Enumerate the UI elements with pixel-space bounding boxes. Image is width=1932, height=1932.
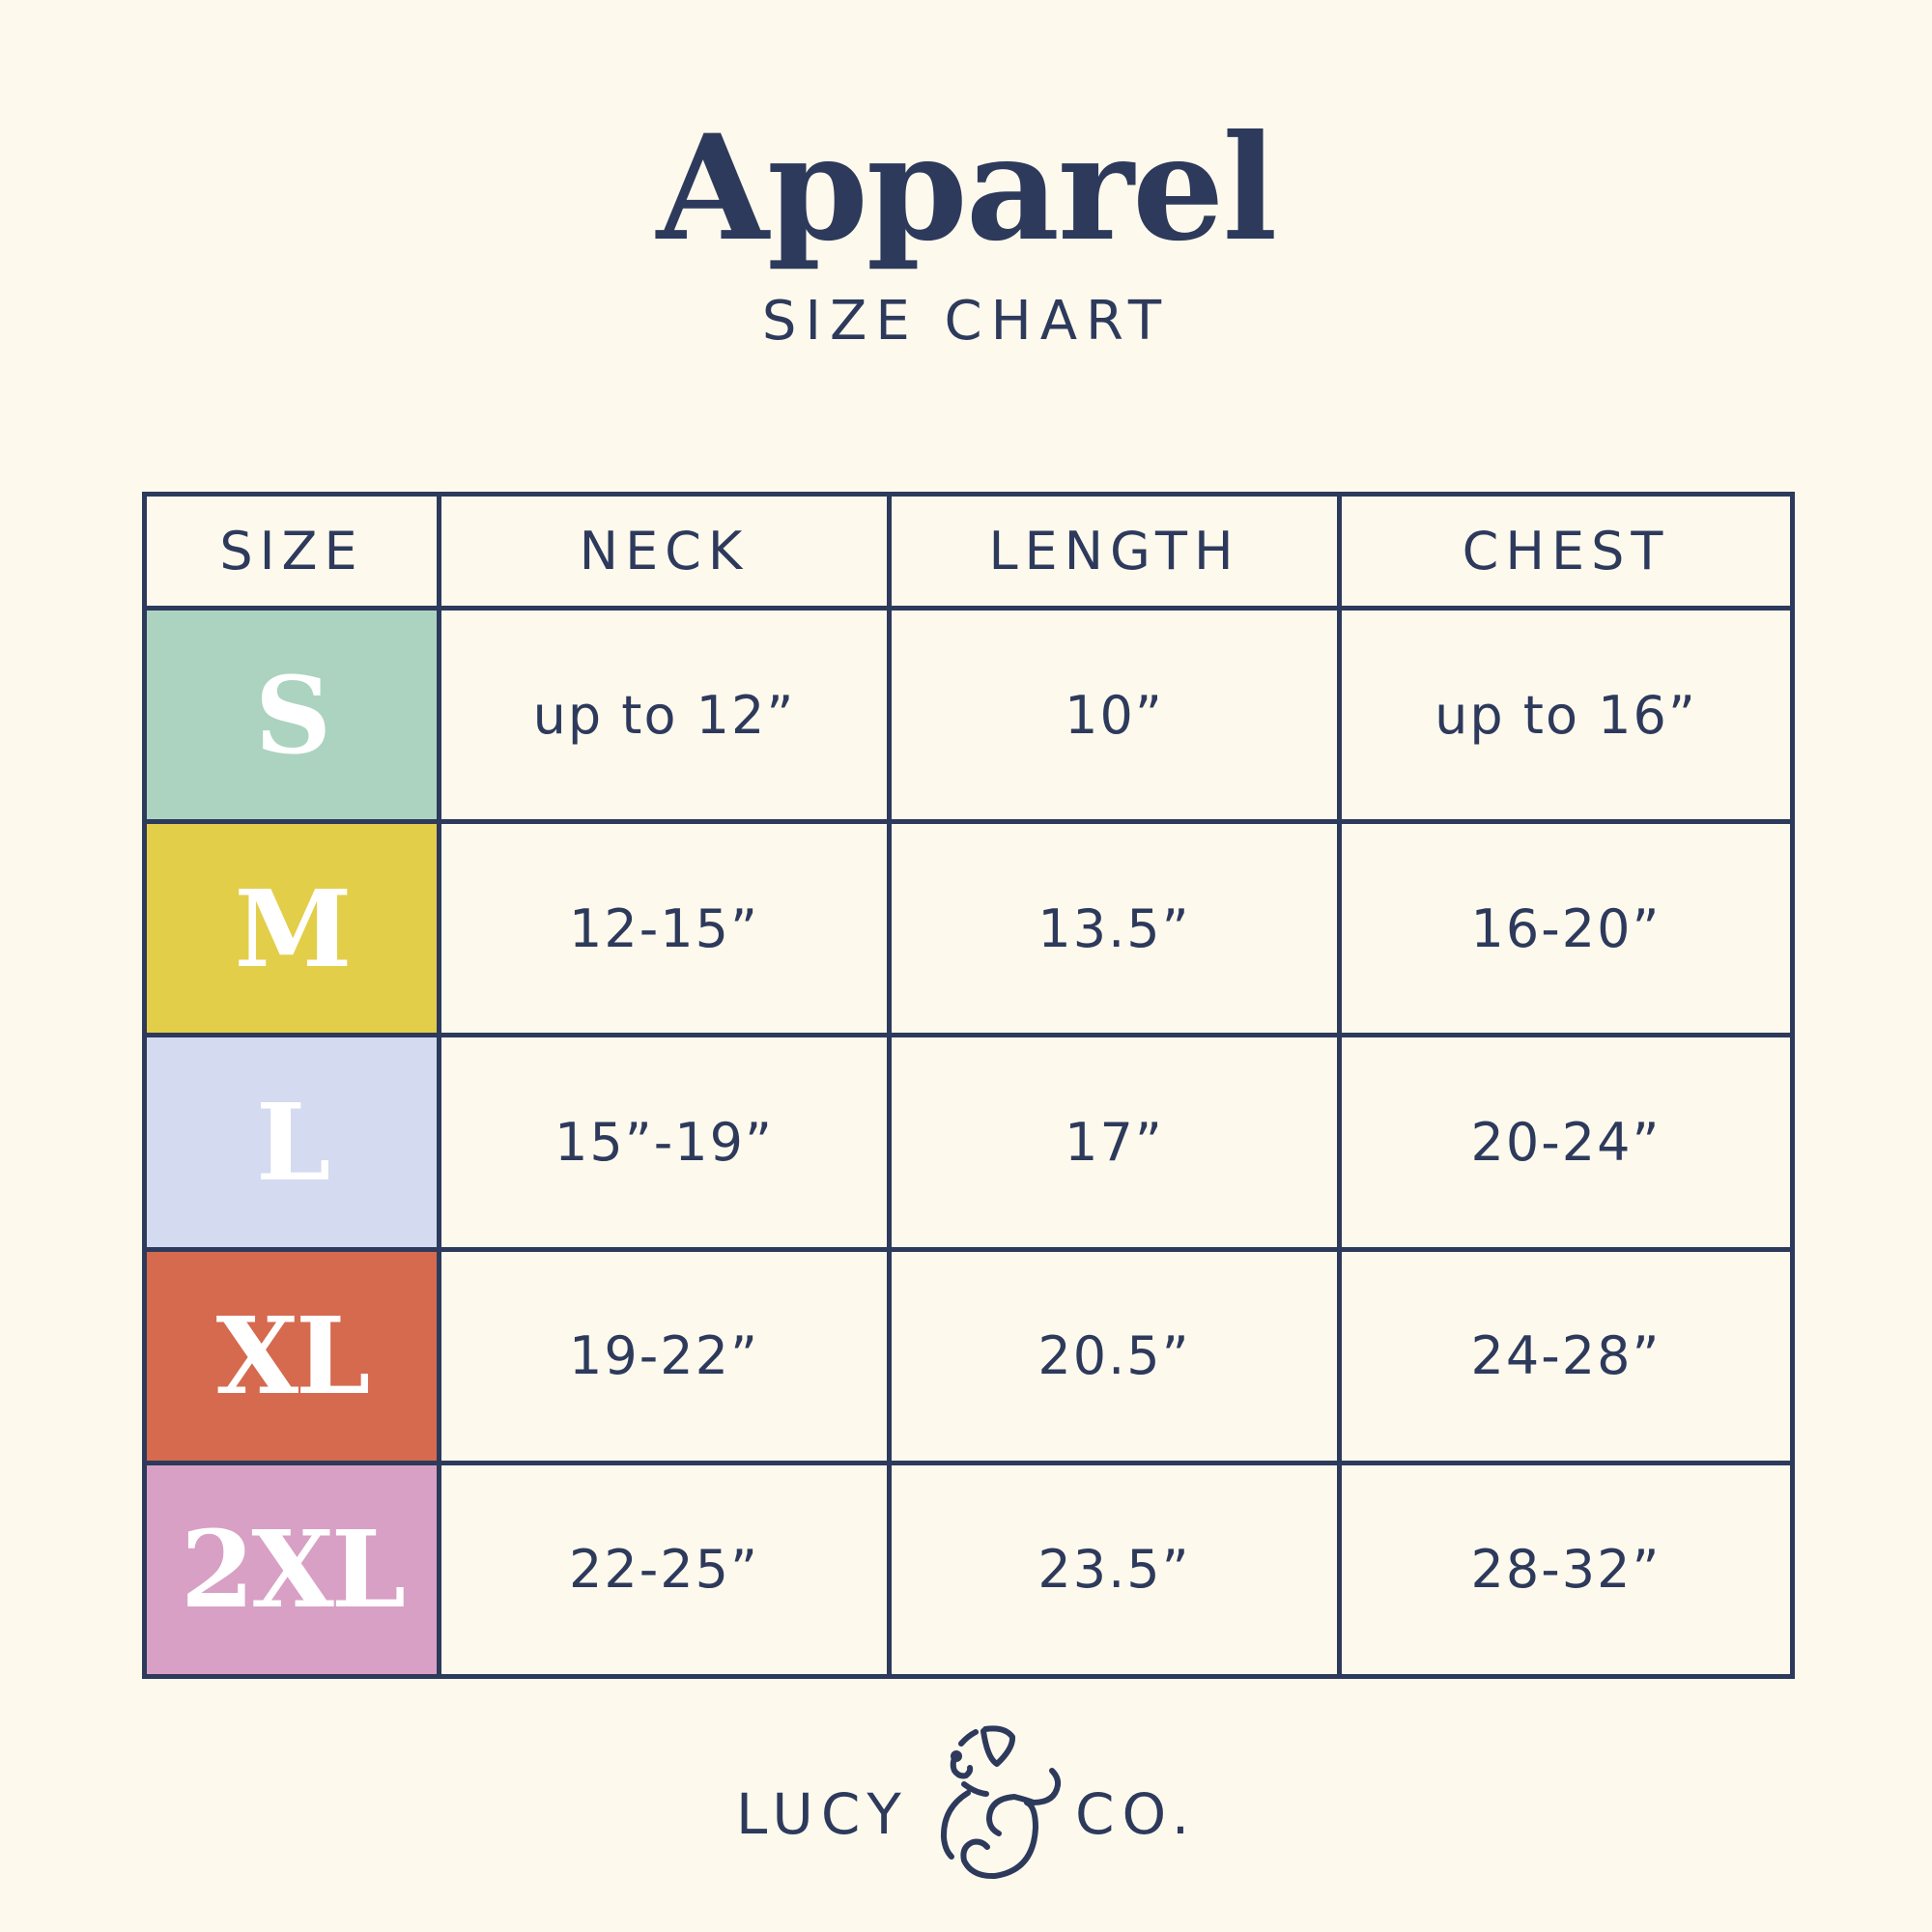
size-cell: 2XL	[142, 1460, 441, 1680]
length-cell: 13.5”	[887, 819, 1342, 1038]
length-cell: 23.5”	[887, 1460, 1342, 1680]
size-row-m: M 12-15” 13.5” 16-20”	[142, 819, 1795, 1038]
length-cell: 20.5”	[887, 1246, 1342, 1465]
column-header-size: SIZE	[142, 492, 441, 611]
lucy-and-co-logo	[940, 1725, 1062, 1880]
neck-cell: up to 12”	[437, 605, 892, 825]
chest-cell: 16-20”	[1337, 819, 1795, 1038]
chest-cell: up to 16”	[1337, 605, 1795, 825]
size-row-l: L 15”-19” 17” 20-24”	[142, 1033, 1795, 1252]
size-cell: XL	[142, 1246, 441, 1465]
header-row: SIZE NECK LENGTH CHEST	[142, 492, 1795, 611]
neck-cell: 15”-19”	[437, 1033, 892, 1252]
page-subtitle: SIZE CHART	[761, 290, 1171, 353]
neck-cell: 19-22”	[437, 1246, 892, 1465]
chest-cell: 20-24”	[1337, 1033, 1795, 1252]
size-cell: L	[142, 1033, 441, 1252]
dog-ampersand-icon	[940, 1725, 1062, 1880]
logo-wordmark-lucy: LUCY	[736, 1781, 909, 1847]
chest-cell: 28-32”	[1337, 1460, 1795, 1680]
page-title: Apparel	[656, 103, 1278, 273]
neck-cell: 22-25”	[437, 1460, 892, 1680]
column-header-chest: CHEST	[1337, 492, 1795, 611]
length-cell: 17”	[887, 1033, 1342, 1252]
chest-cell: 24-28”	[1337, 1246, 1795, 1465]
size-row-xl: XL 19-22” 20.5” 24-28”	[142, 1246, 1795, 1465]
length-cell: 10”	[887, 605, 1342, 825]
size-cell: S	[142, 605, 441, 825]
size-row-2xl: 2XL 22-25” 23.5” 28-32”	[142, 1460, 1795, 1680]
size-cell: M	[142, 819, 441, 1038]
column-header-length: LENGTH	[887, 492, 1342, 611]
neck-cell: 12-15”	[437, 819, 892, 1038]
logo-wordmark-co: CO.	[1075, 1781, 1198, 1847]
column-header-neck: NECK	[437, 492, 892, 611]
